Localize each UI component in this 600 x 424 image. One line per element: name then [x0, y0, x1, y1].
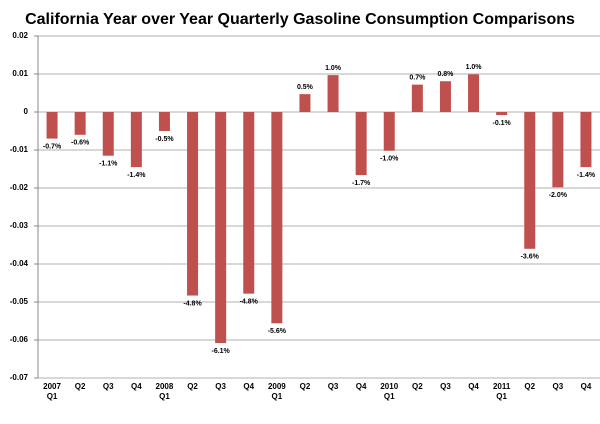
x-tick-label: Q2 — [74, 382, 86, 391]
x-tick-label: 2011 Q1 — [492, 382, 511, 401]
x-tick-label: Q2 — [299, 382, 311, 391]
x-tick-label: Q4 — [355, 382, 367, 391]
y-tick-label: 0.02 — [12, 31, 28, 40]
y-tick-label: -0.01 — [10, 145, 29, 154]
x-tick-label: 2007 Q1 — [43, 382, 61, 401]
bar — [327, 75, 339, 112]
x-tick-label: 2009 Q1 — [267, 382, 286, 401]
value-label: -6.1% — [212, 348, 231, 355]
bar — [243, 112, 255, 294]
bar — [299, 94, 311, 112]
y-tick-label: 0.01 — [12, 69, 28, 78]
y-tick-label: -0.04 — [10, 259, 29, 268]
bar — [130, 112, 142, 168]
value-label: -3.6% — [521, 254, 540, 261]
bar — [468, 74, 480, 112]
bar — [46, 112, 58, 139]
value-label: -1.0% — [380, 156, 399, 163]
bar — [552, 112, 564, 188]
x-tick-label: Q3 — [102, 382, 114, 391]
x-tick-label: Q3 — [552, 382, 564, 391]
value-label: 0.7% — [409, 74, 426, 81]
bar — [187, 112, 199, 296]
bar — [355, 112, 367, 176]
y-tick-label: -0.06 — [10, 335, 29, 344]
bar — [524, 112, 536, 249]
bar — [496, 112, 508, 116]
bar — [74, 112, 86, 135]
bar — [158, 112, 170, 131]
bar — [580, 112, 592, 168]
x-tick-label: 2010 Q1 — [380, 382, 399, 401]
x-tick-label: Q4 — [243, 382, 255, 391]
value-label: -1.1% — [99, 161, 118, 168]
value-label: 1.0% — [466, 64, 483, 71]
x-tick-label: Q4 — [131, 382, 142, 391]
chart-title: California Year over Year Quarterly Gaso… — [25, 11, 575, 28]
y-tick-label: -0.05 — [10, 297, 29, 306]
bar — [271, 112, 283, 324]
value-label: -1.4% — [127, 172, 146, 179]
y-tick-label: -0.02 — [10, 183, 29, 192]
value-label: -4.8% — [240, 298, 259, 305]
x-tick-label: Q2 — [524, 382, 536, 391]
bar — [215, 112, 227, 344]
value-label: 0.8% — [437, 71, 454, 78]
x-tick-label: Q3 — [215, 382, 226, 391]
value-label: -5.6% — [268, 328, 287, 335]
value-label: -0.6% — [71, 140, 90, 147]
x-tick-label: Q2 — [412, 382, 423, 391]
value-label: -2.0% — [549, 192, 568, 199]
bar — [411, 84, 423, 112]
value-label: -4.8% — [183, 300, 202, 307]
bar — [439, 81, 451, 112]
value-label: -0.1% — [493, 120, 512, 127]
value-label: -0.7% — [43, 143, 62, 150]
x-tick-label: 2008 Q1 — [155, 382, 174, 401]
bar — [102, 112, 114, 156]
value-label: -1.7% — [352, 180, 371, 187]
value-label: -0.5% — [155, 136, 174, 143]
x-tick-label: Q4 — [580, 382, 592, 391]
value-label: -1.4% — [577, 172, 596, 179]
y-tick-label: 0 — [24, 107, 29, 116]
x-tick-label: Q2 — [187, 382, 198, 391]
bar — [383, 112, 395, 151]
x-tick-label: Q3 — [327, 382, 339, 391]
y-tick-label: -0.07 — [10, 373, 29, 382]
y-tick-label: -0.03 — [10, 221, 29, 230]
x-tick-label: Q3 — [440, 382, 451, 391]
x-tick-label: Q4 — [468, 382, 479, 391]
value-label: 0.5% — [297, 84, 314, 91]
value-label: 1.0% — [325, 65, 342, 72]
